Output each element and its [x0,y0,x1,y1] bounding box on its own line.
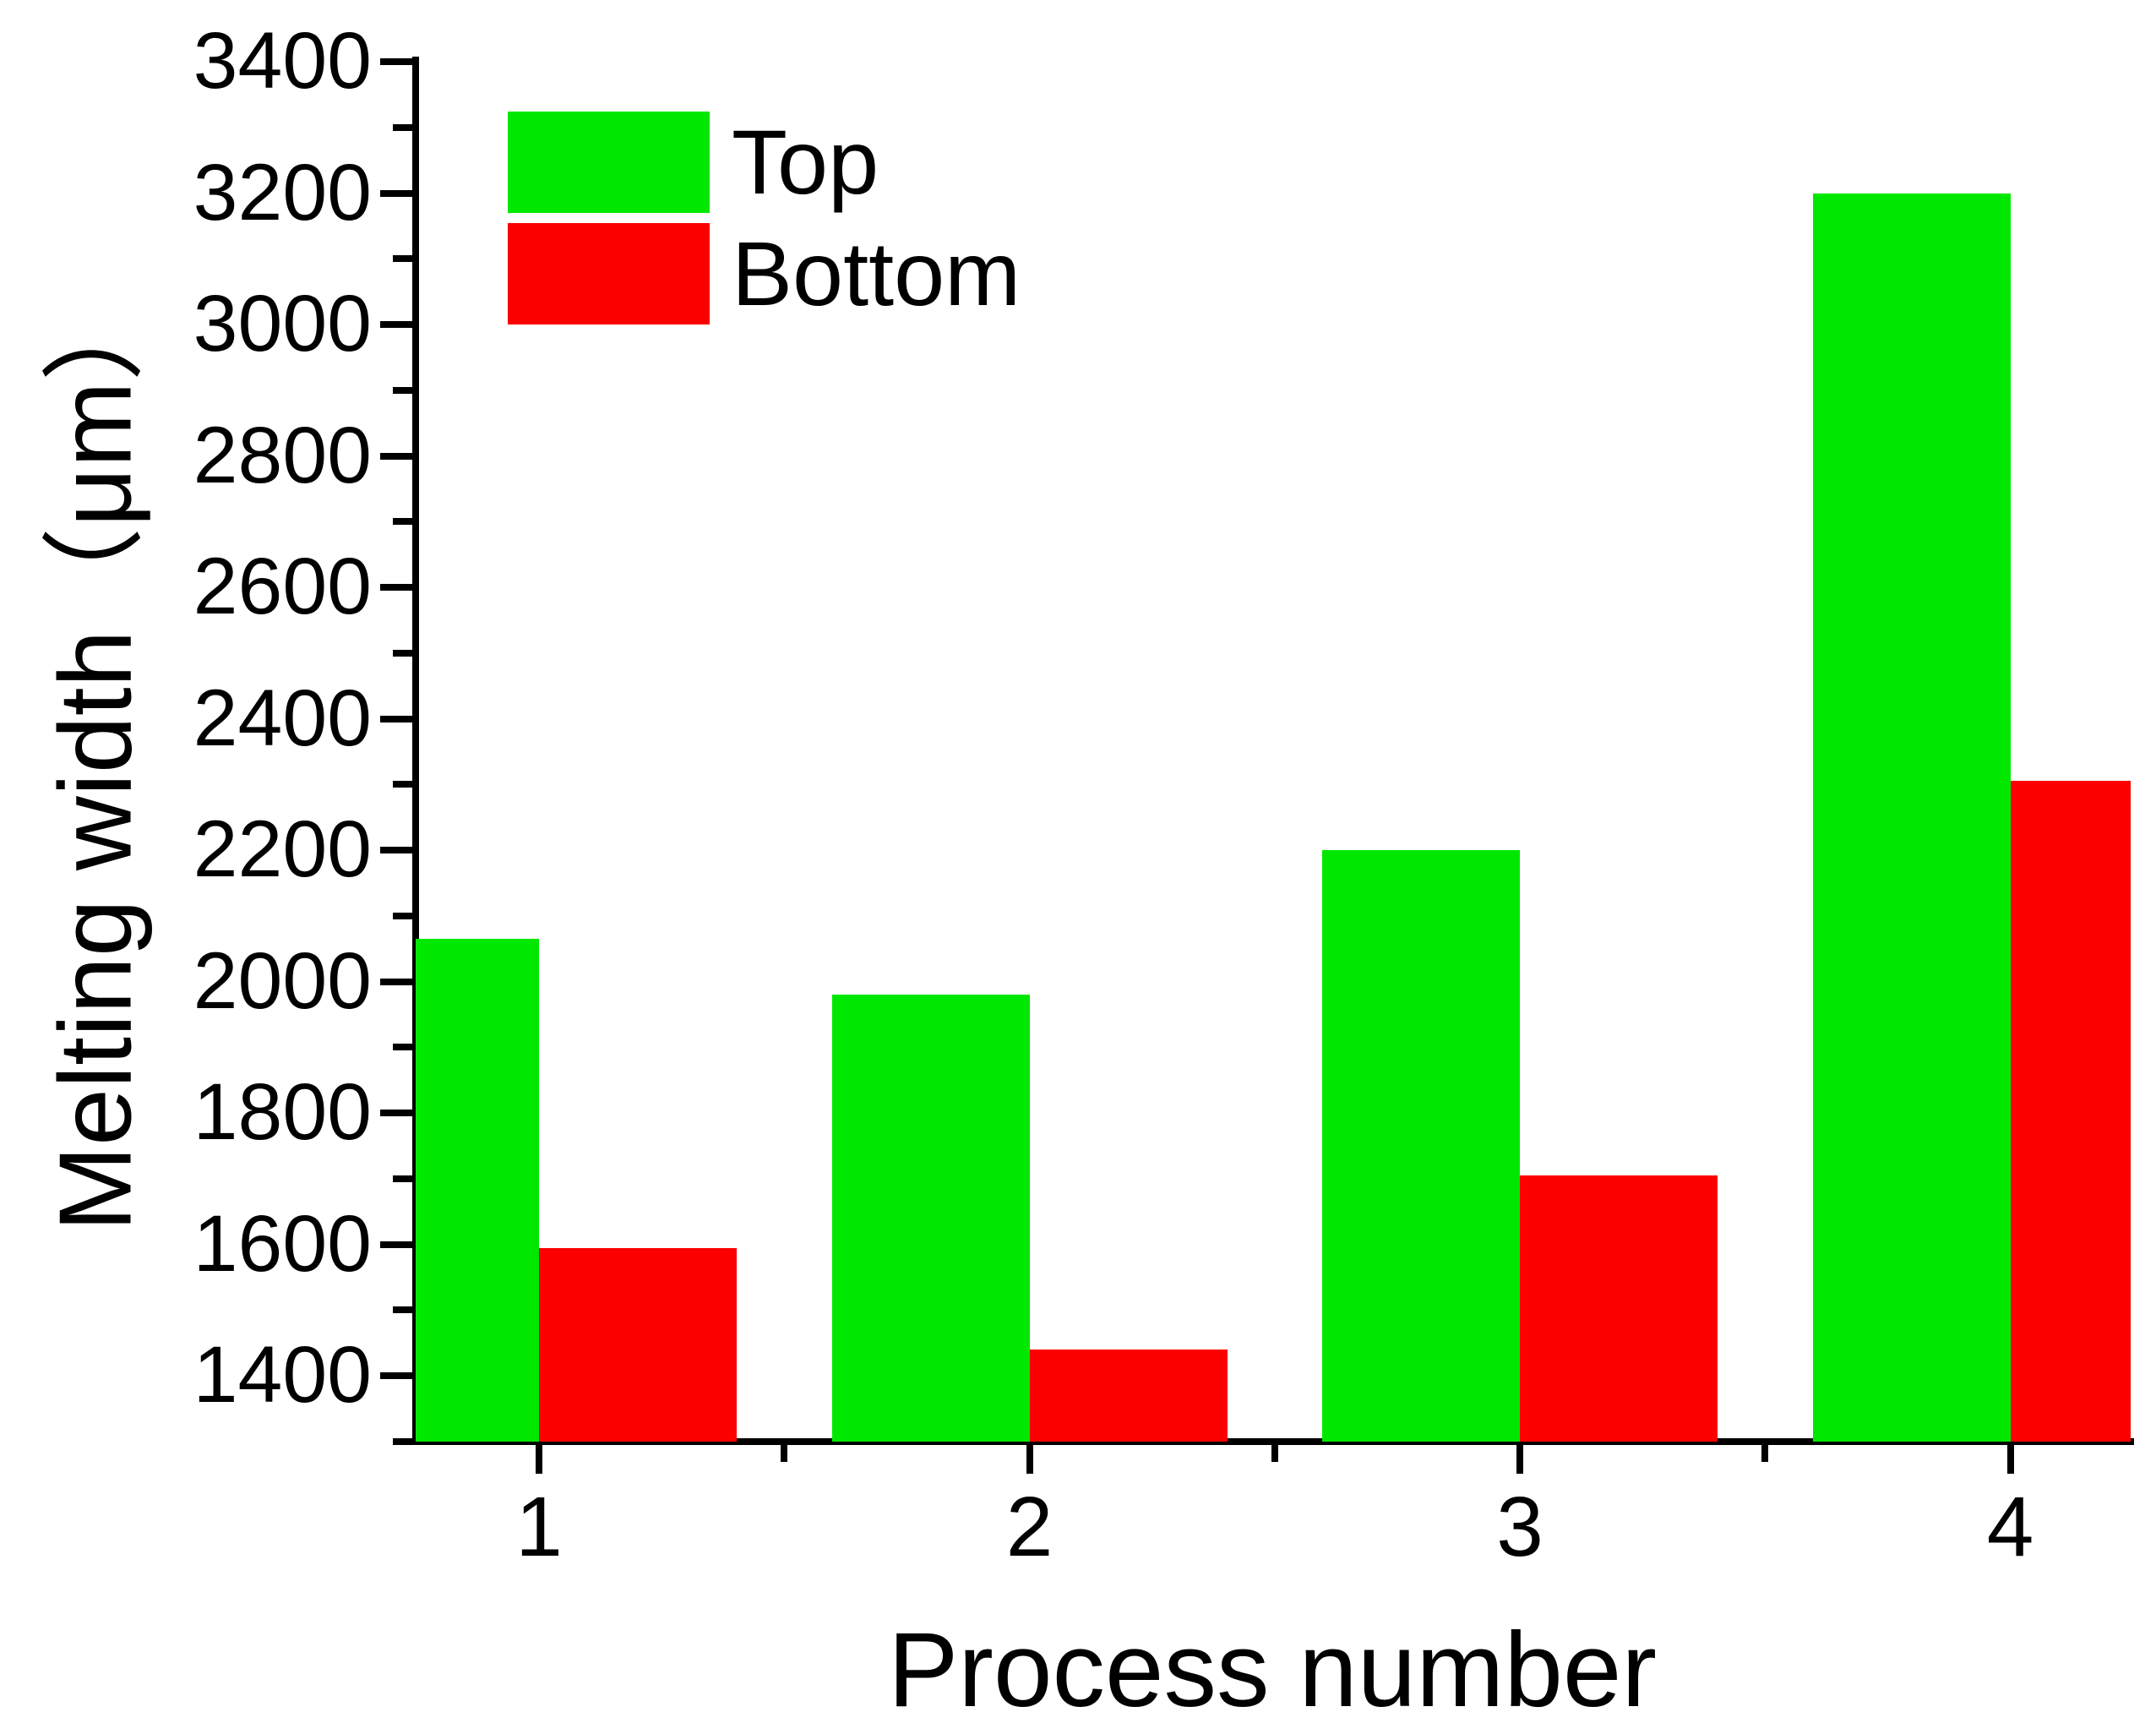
y-major-tick [380,58,412,65]
y-major-tick [380,715,412,722]
x-tick-label: 1 [515,1480,563,1574]
legend-label-bottom: Bottom [732,222,1021,324]
y-tick-label: 3400 [193,16,372,106]
y-major-tick [380,584,412,592]
bar-top-1 [416,939,539,1442]
y-major-tick [380,321,412,329]
y-minor-tick [393,255,412,263]
x-tick-label: 3 [1496,1480,1544,1574]
bar-bottom-2 [1029,1350,1228,1442]
x-minor-tick [1271,1445,1278,1462]
y-minor-tick [393,1438,412,1445]
y-tick-label: 2000 [193,935,372,1026]
y-major-tick [380,1241,412,1248]
y-axis-spine [412,57,419,1445]
y-tick-label: 2800 [193,410,372,500]
x-axis-title: Process number [887,1611,1658,1729]
y-minor-tick [393,649,412,657]
y-tick-label: 3000 [193,279,372,369]
y-tick-label: 2200 [193,804,372,895]
y-minor-tick [393,1306,412,1314]
y-major-tick [380,1372,412,1380]
x-minor-tick [1761,1445,1769,1462]
legend-label-top: Top [732,111,879,213]
bar-top-2 [831,995,1030,1442]
y-major-tick [380,189,412,197]
y-tick-label: 1400 [193,1330,372,1420]
y-minor-tick [393,1175,412,1182]
x-major-tick [1516,1445,1523,1474]
y-tick-label: 1800 [193,1067,372,1158]
y-minor-tick [393,1044,412,1051]
y-major-tick [380,1110,412,1117]
y-tick-label: 2600 [193,542,372,632]
x-axis-spine [412,1438,2134,1445]
bar-top-4 [1812,193,2011,1442]
x-major-tick [536,1445,542,1474]
x-tick-label: 4 [1986,1480,2034,1574]
legend-swatch-top [508,112,710,213]
y-minor-tick [393,123,412,131]
y-tick-label: 3200 [193,147,372,237]
y-major-tick [380,847,412,854]
bar-bottom-3 [1520,1175,1718,1442]
bar-top-3 [1322,850,1520,1442]
x-minor-tick [781,1445,788,1462]
y-minor-tick [393,781,412,788]
bar-bottom-4 [2010,781,2131,1442]
y-minor-tick [393,386,412,394]
y-axis-title: Melting width（μm） [37,278,153,1232]
y-tick-label: 2400 [193,673,372,763]
y-minor-tick [393,518,412,526]
y-tick-label: 1600 [193,1198,372,1289]
bar-bottom-1 [539,1247,737,1442]
y-major-tick [380,978,412,985]
legend-swatch-bottom [508,223,710,324]
x-major-tick [1026,1445,1033,1474]
x-major-tick [2006,1445,2014,1474]
x-tick-label: 2 [1005,1480,1054,1574]
y-minor-tick [393,912,412,919]
y-major-tick [380,452,412,460]
